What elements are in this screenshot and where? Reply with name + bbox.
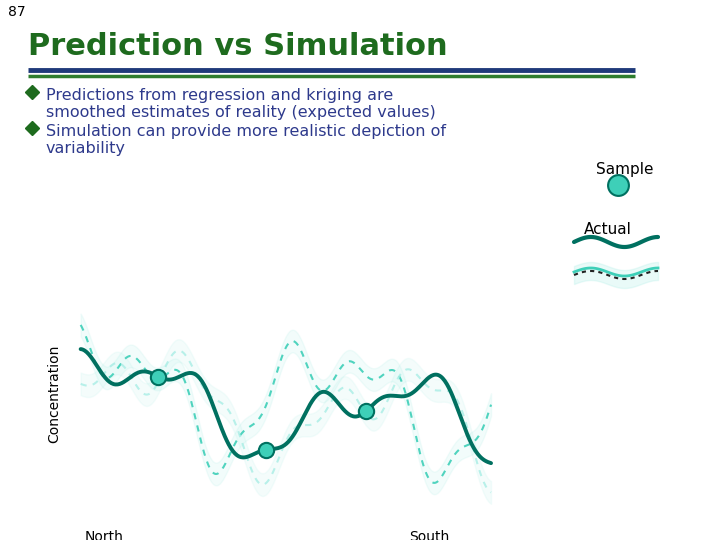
Text: Prediction vs Simulation: Prediction vs Simulation [28, 32, 448, 61]
Text: 87: 87 [8, 5, 26, 19]
Text: North: North [85, 530, 124, 540]
Text: smoothed estimates of reality (expected values): smoothed estimates of reality (expected … [46, 105, 436, 120]
Text: variability: variability [46, 141, 126, 156]
Text: Predictions from regression and kriging are: Predictions from regression and kriging … [46, 88, 393, 103]
Text: Actual: Actual [584, 222, 632, 237]
Text: Concentration: Concentration [48, 345, 61, 443]
Text: South: South [409, 530, 449, 540]
Text: Sample: Sample [596, 162, 654, 177]
Text: Simulation can provide more realistic depiction of: Simulation can provide more realistic de… [46, 124, 446, 139]
